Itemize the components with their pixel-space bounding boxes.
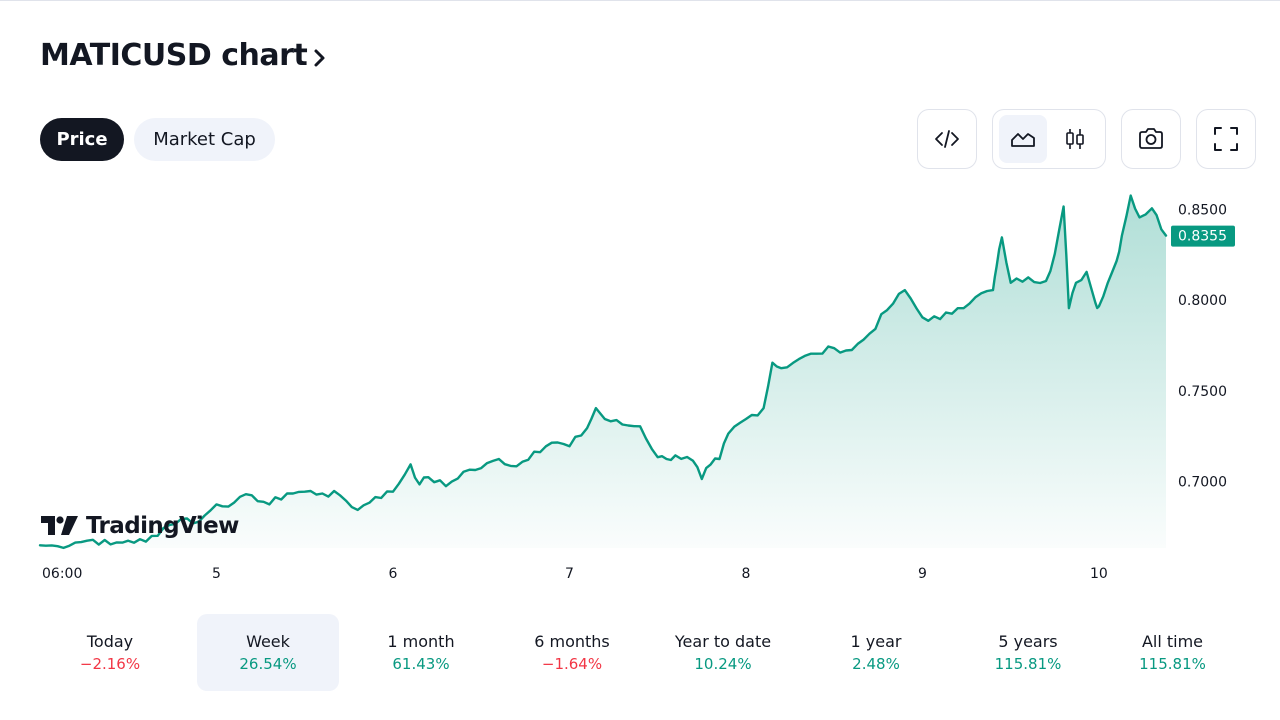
- last-price-badge: 0.8355: [1171, 225, 1235, 247]
- perf-label: Today: [86, 631, 134, 651]
- perf-value: 61.43%: [392, 654, 450, 673]
- screenshot-button[interactable]: [1121, 109, 1181, 169]
- top-divider: [0, 0, 1280, 1]
- tab-price[interactable]: Price: [40, 118, 124, 161]
- perf-label: 1 month: [387, 631, 455, 651]
- candlestick-icon: [1066, 129, 1084, 149]
- perf-value: 115.81%: [1139, 654, 1206, 673]
- chevron-right-icon: [314, 49, 325, 66]
- x-tick-label: 10: [1090, 566, 1108, 582]
- embed-button[interactable]: [917, 109, 977, 169]
- embed-code-icon: [935, 130, 959, 148]
- fullscreen-button[interactable]: [1196, 109, 1256, 169]
- performance-tabs: Today −2.16% Week 26.54% 1 month 61.43% …: [40, 614, 1240, 691]
- perf-tab-today[interactable]: Today −2.16%: [40, 614, 180, 691]
- x-tick-label: 7: [565, 566, 574, 582]
- chart-title-link[interactable]: MATICUSD chart: [40, 38, 327, 73]
- fullscreen-icon: [1214, 127, 1238, 151]
- x-axis: 06:00 5 6 7 8 9 10: [42, 566, 1108, 582]
- perf-value: 10.24%: [694, 654, 752, 673]
- perf-tab-6-months[interactable]: 6 months −1.64%: [498, 614, 646, 691]
- price-line: [38, 194, 1168, 550]
- camera-icon: [1139, 128, 1163, 149]
- perf-value: −1.64%: [541, 654, 603, 673]
- y-tick-label: 0.7500: [1178, 384, 1227, 400]
- last-price-label: 0.8355: [1178, 229, 1227, 245]
- x-tick-label: 06:00: [42, 566, 82, 582]
- perf-label: 5 years: [998, 631, 1058, 651]
- page-title: MATICUSD chart: [40, 38, 308, 73]
- perf-tab-all-time[interactable]: All time 115.81%: [1105, 614, 1240, 691]
- tab-market-cap-label: Market Cap: [153, 129, 256, 150]
- last-price-badge-bg: [1171, 225, 1235, 247]
- perf-label: Year to date: [674, 631, 772, 651]
- y-tick-label: 0.8000: [1178, 293, 1227, 309]
- tab-price-label: Price: [56, 129, 108, 150]
- x-tick-label: 9: [918, 566, 927, 582]
- perf-label: 1 year: [850, 631, 902, 651]
- price-chart[interactable]: 0.8500 0.8000 0.7500 0.7000 06:00 5 6 7 8 9 10 0.…: [0, 175, 1280, 595]
- perf-tab-year-to-date[interactable]: Year to date 10.24%: [658, 614, 788, 691]
- tab-market-cap[interactable]: Market Cap: [134, 118, 275, 161]
- x-tick-label: 6: [389, 566, 398, 582]
- perf-value: 115.81%: [994, 654, 1062, 673]
- candles-style-button[interactable]: [1051, 115, 1099, 163]
- perf-tab-week[interactable]: Week 26.54%: [197, 614, 339, 691]
- tradingview-wordmark: TradingView: [86, 513, 239, 539]
- perf-value: −2.16%: [79, 654, 141, 673]
- tradingview-mark-icon: [41, 516, 78, 535]
- perf-label: 6 months: [534, 631, 610, 651]
- area-style-button[interactable]: [999, 115, 1047, 163]
- perf-label: Week: [246, 631, 290, 651]
- perf-value: 2.48%: [852, 654, 900, 673]
- y-tick-label: 0.8500: [1178, 202, 1227, 218]
- x-tick-label: 8: [741, 566, 750, 582]
- perf-value: 26.54%: [239, 654, 297, 673]
- perf-tab-1-year[interactable]: 1 year 2.48%: [806, 614, 946, 691]
- area-chart-icon: [1011, 133, 1035, 147]
- perf-tab-5-years[interactable]: 5 years 115.81%: [958, 614, 1098, 691]
- x-tick-label: 5: [212, 566, 221, 582]
- tradingview-logo: TradingView: [40, 513, 239, 539]
- chart-style-group: [992, 109, 1106, 169]
- y-axis: 0.8500 0.8000 0.7500 0.7000: [1178, 202, 1227, 490]
- perf-label: All time: [1141, 631, 1204, 651]
- price-area-fill: [40, 195, 1166, 548]
- y-tick-label: 0.7000: [1178, 475, 1227, 491]
- perf-tab-1-month[interactable]: 1 month 61.43%: [351, 614, 491, 691]
